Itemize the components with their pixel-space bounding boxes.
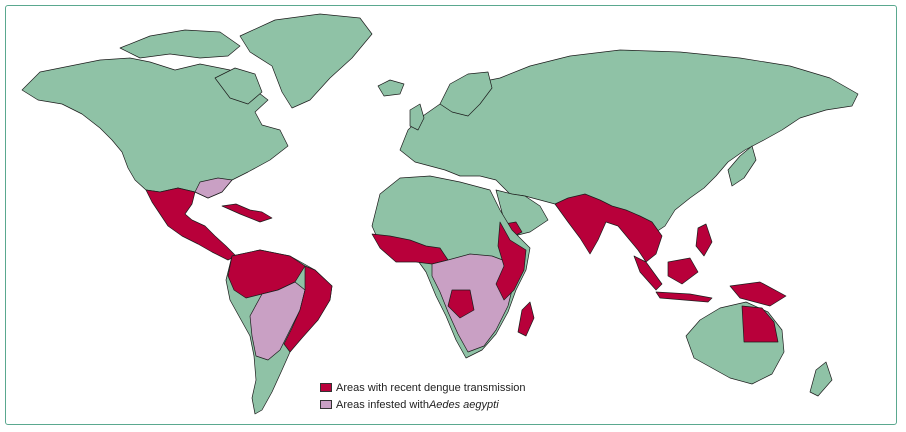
sumatra [633, 255, 663, 291]
new-guinea [729, 281, 787, 307]
caribbean [221, 203, 273, 223]
greenland [239, 13, 373, 109]
legend-label-dengue: Areas with recent dengue transmission [336, 381, 526, 394]
philippines [695, 223, 713, 257]
baffin-island [214, 67, 263, 105]
queensland-dengue [741, 305, 779, 343]
legend-label-aedes: Areas infested with [336, 398, 429, 411]
south-asia-dengue [554, 193, 663, 263]
madagascar [517, 301, 535, 337]
arctic-islands [119, 29, 241, 59]
australia [685, 301, 785, 385]
aedes-swatch [320, 400, 332, 409]
mexico-central-america [145, 187, 237, 261]
legend-item-aedes: Areas infested with Aedes aegypti [320, 397, 526, 412]
dengue-swatch [320, 383, 332, 392]
iceland [377, 79, 405, 97]
us-south-aedes [194, 177, 233, 199]
south-america-aedes [249, 281, 306, 361]
scandinavia [439, 71, 493, 117]
borneo [667, 257, 699, 285]
brazil-east-dengue [283, 265, 333, 353]
new-zealand [809, 361, 833, 397]
angola-dengue [447, 289, 475, 319]
java [655, 291, 713, 303]
britain [409, 103, 425, 131]
central-africa-aedes [431, 253, 515, 353]
north-america [21, 57, 289, 199]
legend: Areas with recent dengue transmission Ar… [320, 380, 526, 414]
legend-species-aedes: Aedes aegypti [428, 398, 499, 411]
japan [727, 145, 757, 187]
east-africa-dengue [495, 221, 527, 301]
legend-item-dengue: Areas with recent dengue transmission [320, 380, 526, 395]
